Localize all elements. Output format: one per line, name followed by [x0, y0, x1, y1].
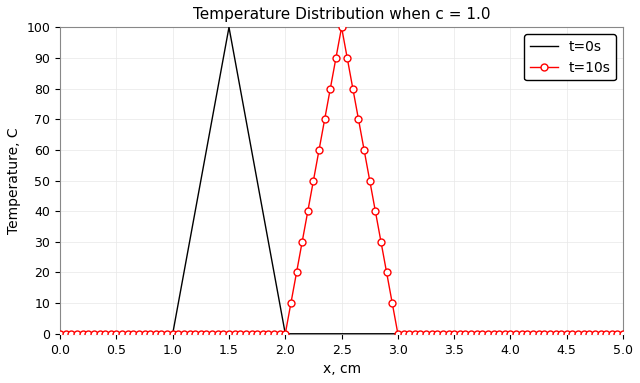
t=0s	[399, 331, 407, 336]
t=10s	[338, 25, 346, 29]
Title: Temperature Distribution when c = 1.0: Temperature Distribution when c = 1.0	[193, 7, 490, 22]
t=0s	[484, 331, 492, 336]
t=0s	[197, 178, 205, 183]
t=10s	[95, 331, 103, 336]
Line: t=0s: t=0s	[60, 27, 623, 334]
t=10s	[456, 331, 463, 336]
t=0s	[225, 25, 233, 29]
t=10s	[197, 331, 205, 336]
t=0s	[95, 331, 103, 336]
Y-axis label: Temperature, C: Temperature, C	[7, 127, 21, 234]
Legend: t=0s, t=10s: t=0s, t=10s	[524, 34, 616, 80]
t=0s	[56, 331, 64, 336]
t=10s	[620, 331, 627, 336]
t=10s	[484, 331, 492, 336]
Line: t=10s: t=10s	[56, 24, 627, 337]
t=10s	[316, 147, 323, 152]
X-axis label: x, cm: x, cm	[323, 362, 360, 376]
t=0s	[321, 331, 328, 336]
t=0s	[620, 331, 627, 336]
t=10s	[399, 331, 407, 336]
t=0s	[456, 331, 463, 336]
t=10s	[56, 331, 64, 336]
